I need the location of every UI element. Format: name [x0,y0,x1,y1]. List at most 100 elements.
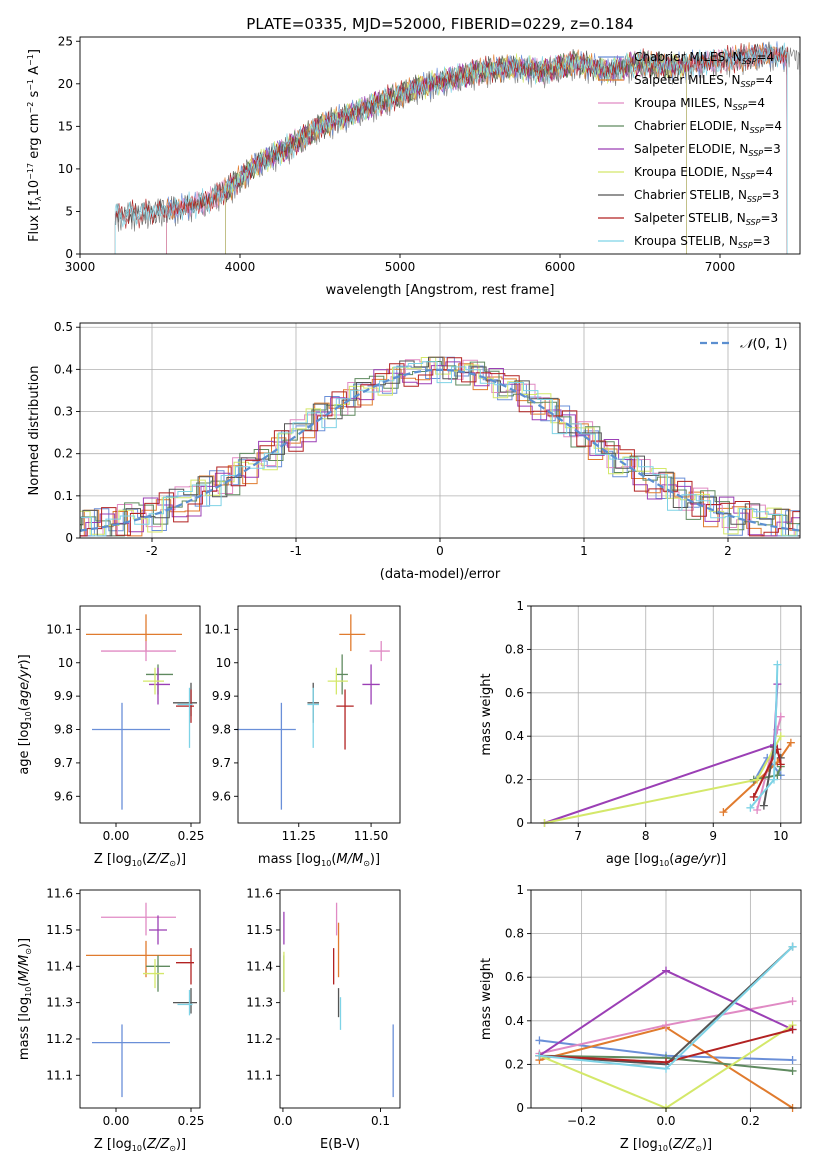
y-tick-label: 10 [216,656,231,670]
y-tick-label: 0 [516,816,524,830]
y-tick-label: 11.6 [46,887,73,901]
weight-marker [776,712,785,721]
y-tick-label: 10 [58,162,73,176]
weight-line [544,684,779,824]
axes-frame [530,605,802,824]
weight-marker [749,792,758,801]
weight-marker [788,942,797,951]
legend-entry: Chabrier STELIB, NSSP=3 [634,188,779,204]
y-tick-label: 0.5 [54,320,73,334]
plot-area [86,902,197,1098]
legend-entry: Kroupa ELODIE, NSSP=4 [634,165,773,181]
y-tick-label: 0.4 [505,1014,524,1028]
axes-frame [279,889,401,1109]
y-axis-label: mass weight [479,958,494,1040]
weight-marker [776,760,785,769]
x-tick-label: 6000 [545,260,576,274]
x-axis-label: wavelength [Angstrom, rest frame] [326,283,555,298]
y-axis-label: Normed distribution [27,366,42,496]
x-tick-label: 0.2 [741,1114,760,1128]
x-tick-label: 9 [709,829,717,843]
y-axis-label: Flux [fλ10−17 erg cm−2 s−1 A−1] [26,49,43,242]
axes-frame [237,605,401,824]
x-tick-label: 10 [773,829,788,843]
y-tick-label: 11.2 [246,1032,273,1046]
y-tick-label: 0.8 [505,927,524,941]
y-tick-label: 9.7 [212,756,231,770]
y-tick-label: 0 [516,1101,524,1115]
y-tick-label: 0 [65,247,73,261]
y-axis-label: mass weight [479,673,494,755]
plot-area [86,614,197,810]
x-tick-label: 8 [642,829,650,843]
plot-age_vs_z: 0.00 0.25 9.6 9.7 9.8 9.9 10 10.1 Z [log10(Z/Z⊙)… [17,605,205,868]
y-axis-label: age [log10(age/yr)] [17,654,33,774]
y-tick-label: 9.8 [54,723,73,737]
x-tick-label: 0.00 [103,1114,130,1128]
legend-entry: Salpeter MILES, NSSP=4 [634,73,773,89]
y-tick-label: 9.8 [212,723,231,737]
y-tick-label: 9.6 [54,789,73,803]
weight-marker [662,1064,670,1073]
y-tick-label: 25 [58,34,73,48]
plot-weight_vs_z: −0.2 0.0 0.2 0 0.2 0.4 0.6 0.8 1 Z [log10(Z/Z⊙)] m… [479,883,802,1153]
weight-marker [788,1025,797,1034]
y-tick-label: 0.3 [54,405,73,419]
weight-marker [535,1051,544,1060]
plot-area [79,356,801,537]
weight-marker [788,1066,797,1075]
weight-marker [662,1021,670,1030]
y-tick-label: 10.1 [46,622,73,636]
spectrum-model-line [225,51,687,254]
x-tick-label: 3000 [65,260,96,274]
x-tick-label: 11.50 [354,829,388,843]
weight-marker [719,808,728,817]
weight-marker [662,966,670,975]
axes-frame [79,605,201,824]
x-axis-label: mass [log10(M/M⊙)] [258,852,380,868]
figure-title: PLATE=0335, MJD=52000, FIBERID=0229, z=0… [246,15,633,33]
y-tick-label: 9.9 [212,689,231,703]
x-tick-label: 0.0 [656,1114,675,1128]
y-tick-label: 11.3 [246,996,273,1010]
weight-marker [535,1036,544,1045]
weight-marker [786,738,795,747]
y-tick-label: 9.9 [54,689,73,703]
legend-entry: Salpeter ELODIE, NSSP=3 [634,142,781,158]
plot-area [535,942,797,1112]
x-tick-label: 2 [724,544,732,558]
x-tick-label: -2 [146,544,158,558]
x-tick-label: 0.25 [178,829,205,843]
legend-entry: Kroupa MILES, NSSP=4 [634,96,765,112]
weight-marker [773,660,782,669]
x-tick-label: 1 [580,544,588,558]
x-tick-label: 11.25 [282,829,316,843]
x-tick-label: −0.2 [567,1114,596,1128]
y-tick-label: 0.4 [54,362,73,376]
x-tick-label: 0.1 [371,1114,390,1128]
axes-frame [79,889,201,1109]
histogram-step [80,356,800,537]
plot-area [283,902,394,1098]
y-tick-label: 11.6 [246,887,273,901]
y-tick-label: 0.6 [505,686,524,700]
spectrum-model-line [114,42,788,254]
histogram-step [80,356,800,537]
y-tick-label: 10.1 [204,622,231,636]
x-axis-label: Z [log10(Z/Z⊙)] [620,1137,712,1153]
y-tick-label: 0.1 [54,489,73,503]
plot-weight_vs_age: 7 8 9 10 0 0.2 0.4 0.6 0.8 1 age [log10(age/yr)] ma… [479,599,802,868]
gaussian-curve [79,368,801,532]
y-tick-label: 0.4 [505,729,524,743]
plot-age_vs_mass: 11.25 11.50 9.6 9.7 9.8 9.9 10 10.1 mass [log10(… [204,605,401,868]
weight-marker [753,775,762,784]
x-axis-label: (data-model)/error [380,567,501,582]
x-tick-label: 0 [436,544,444,558]
x-axis-label: Z [log10(Z/Z⊙)] [94,1137,186,1153]
y-tick-label: 0 [65,531,73,545]
y-tick-label: 5 [65,204,73,218]
weight-marker [776,732,785,741]
plot-spectrum: 3000 4000 5000 6000 7000 0 5 10 15 20 25 wavelength… [26,34,801,298]
y-tick-label: 0.8 [505,642,524,656]
x-tick-label: 0.0 [273,1114,292,1128]
